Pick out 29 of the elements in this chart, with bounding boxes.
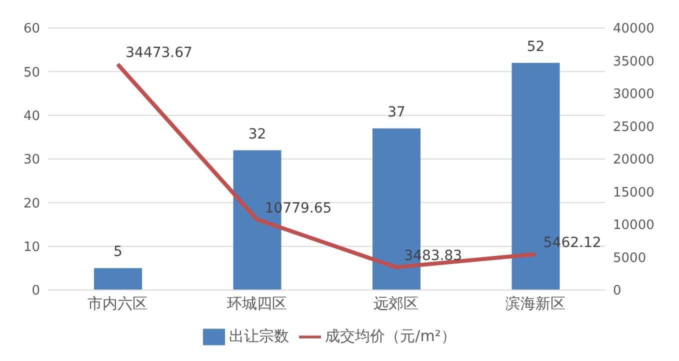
x-tick-label: 市内六区 [88,294,148,313]
data-label: 52 [526,38,545,55]
y-tick-label: 60 [23,22,40,37]
x-tick-label: 远郊区 [374,294,419,313]
line-series [116,62,538,270]
y2-tick-label: 20000 [613,152,654,168]
y2-tick-label: 40000 [613,22,654,37]
y2-tick-label: 30000 [613,87,654,102]
y2-tick-label: 15000 [613,185,654,200]
x-tick-label: 环城四区 [226,294,287,313]
data-label: 32 [248,126,266,142]
legend-label: 成交均价（元/m²） [325,327,456,346]
y-tick-label: 0 [32,284,40,299]
y-tick-label: 40 [23,108,40,124]
y2-tick-label: 5000 [613,250,646,266]
data-label: 37 [388,104,406,120]
y-tick-label: 30 [23,152,40,168]
y2-tick-label: 10000 [613,218,654,234]
y2-tick-label: 0 [613,284,622,299]
y-tick-label: 50 [23,65,40,80]
x-tick-label: 滨海新区 [505,294,566,313]
y2-tick-label: 35000 [613,54,654,70]
data-label: 5 [114,244,122,260]
y2-tick-label: 25000 [613,120,654,135]
y-tick-label: 20 [23,196,40,212]
data-label: 34473.67 [126,45,192,62]
bar [94,268,142,290]
legend-label: 出让宗数 [229,327,290,346]
y-tick-label: 10 [23,240,40,255]
